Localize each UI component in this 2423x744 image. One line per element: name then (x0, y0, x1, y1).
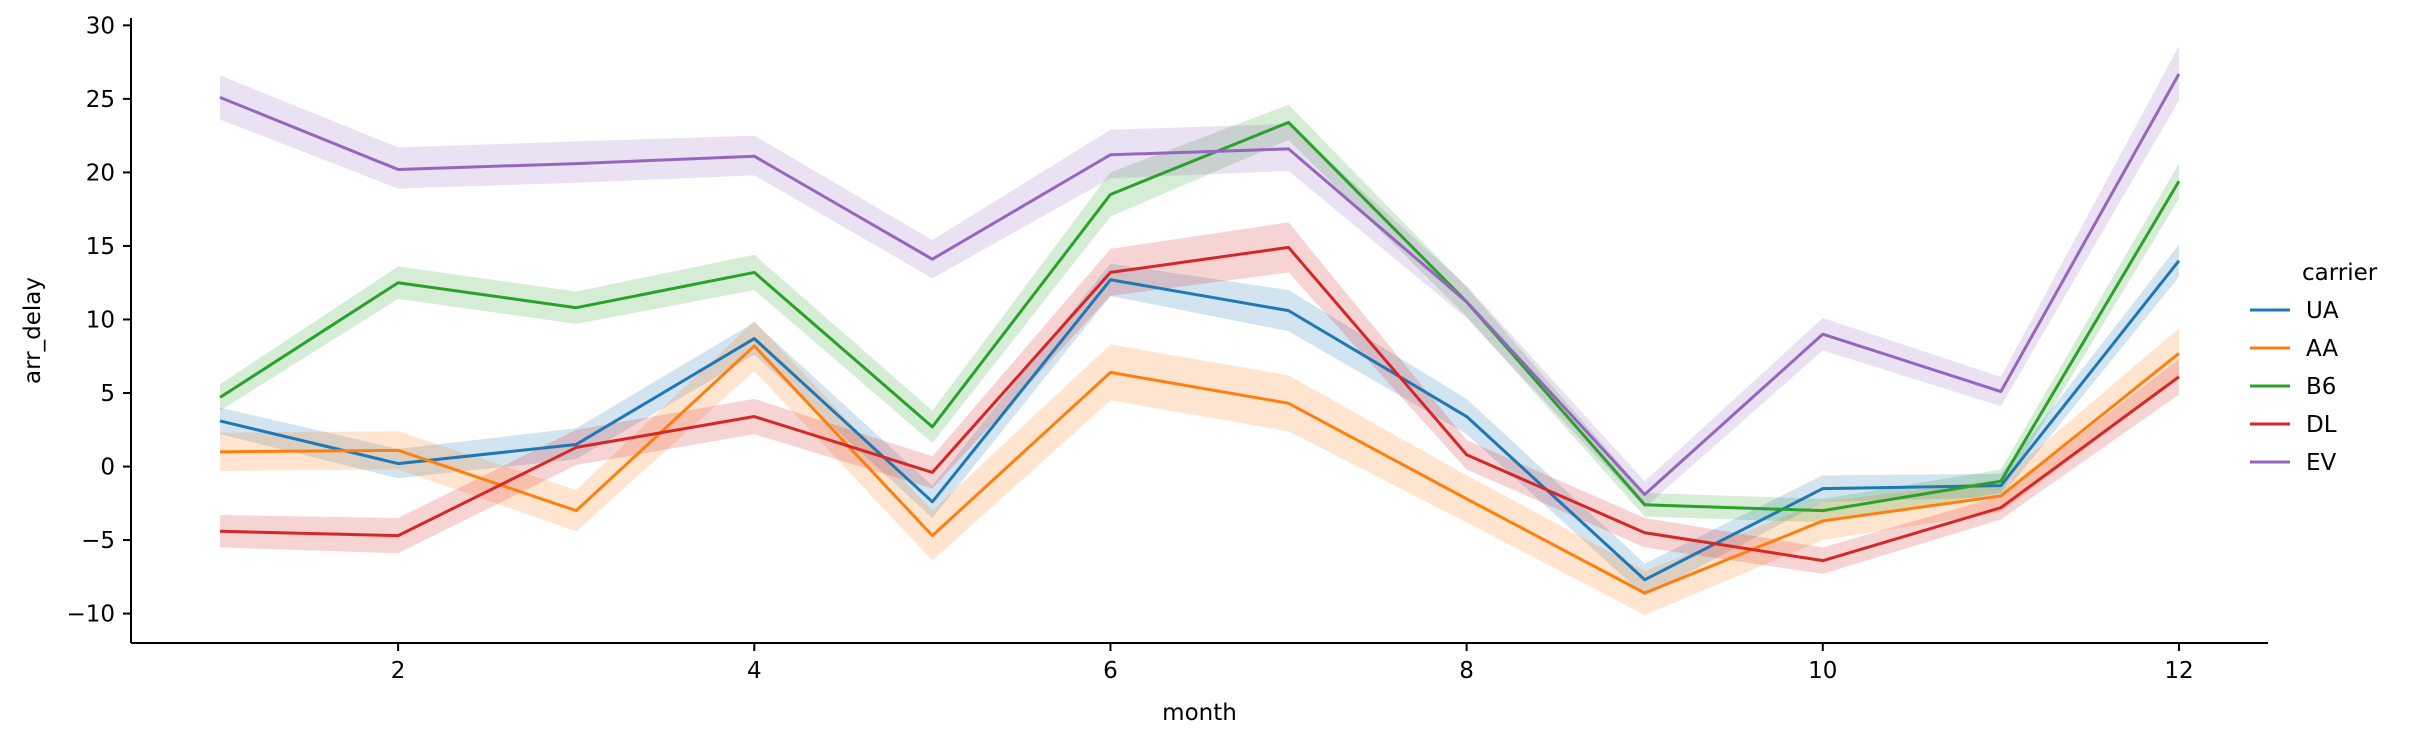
y-axis-ticks: −10 −5 0 5 10 15 20 25 30 (66, 13, 131, 628)
series-line-ev (219, 73, 2181, 496)
y-tick-label: 15 (86, 234, 115, 260)
x-tick-label: 10 (1808, 658, 1837, 684)
x-axis-title: month (1162, 700, 1237, 726)
y-tick-label: 10 (86, 307, 115, 333)
x-tick-label: 8 (1459, 658, 1474, 684)
legend-title: carrier (2302, 260, 2378, 286)
legend-label-aa: AA (2306, 336, 2338, 362)
ci-band-ev (220, 45, 2179, 508)
x-axis-ticks: 2 4 6 8 10 12 (391, 643, 2194, 684)
legend-label-ev: EV (2306, 450, 2337, 476)
series-line-aa (220, 344, 2180, 595)
ci-band-ua (220, 244, 2179, 596)
x-tick-label: 6 (1103, 658, 1118, 684)
y-tick-label: 20 (86, 160, 115, 186)
y-tick-label: 5 (100, 381, 115, 407)
series-line-b6 (219, 120, 2181, 513)
series-line-dl (220, 245, 2180, 563)
legend-label-dl: DL (2306, 412, 2337, 438)
ci-band-aa (220, 320, 2179, 616)
y-axis-title: arr_delay (20, 277, 46, 384)
y-tick-label: −10 (66, 602, 115, 628)
legend-label-b6: B6 (2306, 374, 2336, 400)
legend-label-ua: UA (2306, 298, 2339, 324)
confidence-bands (220, 45, 2179, 616)
x-tick-label: 2 (391, 658, 406, 684)
ci-band-b6 (220, 104, 2179, 523)
x-tick-label: 4 (747, 658, 762, 684)
y-tick-label: 30 (86, 13, 115, 39)
y-tick-label: 0 (100, 455, 115, 481)
series-line-ua (219, 259, 2181, 582)
x-tick-label: 12 (2164, 658, 2193, 684)
y-tick-label: 25 (86, 87, 115, 113)
series-lines (219, 73, 2181, 595)
legend: carrier UA AA B6 DL EV (2250, 260, 2378, 476)
ci-band-dl (220, 222, 2179, 574)
y-tick-label: −5 (81, 528, 115, 554)
